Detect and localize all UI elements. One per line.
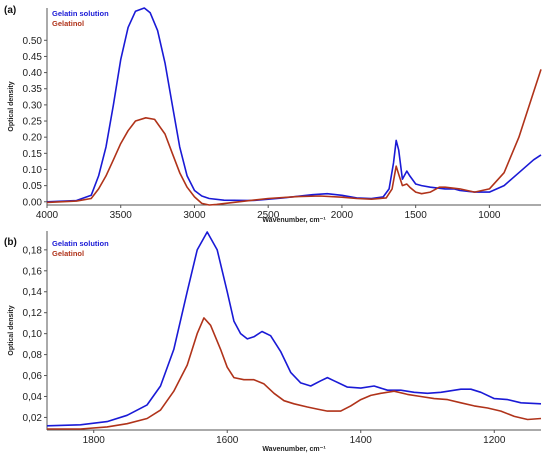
x-tick-label: 1400 bbox=[350, 435, 373, 446]
panel-label: (a) bbox=[4, 5, 16, 16]
y-tick-label: 0,04 bbox=[23, 392, 43, 403]
y-tick-label: 0.10 bbox=[23, 165, 43, 176]
panel-label: (b) bbox=[4, 237, 17, 248]
y-tick-label: 0.45 bbox=[23, 52, 43, 63]
series-line-gelatinol bbox=[47, 317, 542, 430]
y-tick-label: 0,02 bbox=[23, 413, 43, 424]
y-tick-label: 0.05 bbox=[23, 181, 43, 192]
y-tick-label: 0,16 bbox=[23, 266, 43, 277]
legend-entry-gelatin-solution: Gelatin solution bbox=[52, 9, 109, 18]
y-axis-title: Optical density bbox=[8, 305, 15, 355]
x-tick-label: 3500 bbox=[110, 210, 133, 221]
y-tick-label: 0,08 bbox=[23, 350, 43, 361]
y-tick-label: 0,06 bbox=[23, 371, 43, 382]
x-axis-title: Wavenumber, cm⁻¹ bbox=[262, 217, 326, 224]
y-tick-label: 0.00 bbox=[23, 197, 43, 208]
y-tick-label: 0.35 bbox=[23, 84, 43, 95]
y-tick-label: 0.50 bbox=[23, 36, 43, 47]
x-tick-label: 1200 bbox=[483, 435, 506, 446]
series-line-gelatinol bbox=[46, 69, 542, 206]
y-tick-label: 0,10 bbox=[23, 329, 43, 340]
x-tick-label: 2500 bbox=[257, 210, 280, 221]
y-tick-label: 0,18 bbox=[23, 245, 43, 256]
y-tick-label: 0.40 bbox=[23, 68, 43, 79]
y-tick-label: 0.25 bbox=[23, 117, 43, 128]
series-line-gelatin-solution bbox=[46, 231, 542, 427]
y-tick-label: 0.15 bbox=[23, 149, 43, 160]
x-tick-label: 1500 bbox=[405, 210, 428, 221]
y-tick-label: 0,14 bbox=[23, 287, 43, 298]
legend-entry-gelatinol: Gelatinol bbox=[52, 249, 84, 258]
y-axis-title: Optical density bbox=[8, 81, 15, 131]
y-tick-label: 0.30 bbox=[23, 100, 43, 111]
legend-entry-gelatinol: Gelatinol bbox=[52, 19, 84, 28]
series-line-gelatin-solution bbox=[46, 7, 542, 203]
x-tick-label: 1000 bbox=[478, 210, 501, 221]
x-tick-label: 1600 bbox=[216, 435, 239, 446]
x-tick-label: 4000 bbox=[36, 210, 59, 221]
legend-entry-gelatin-solution: Gelatin solution bbox=[52, 239, 109, 248]
x-tick-label: 1800 bbox=[83, 435, 106, 446]
x-tick-label: 3000 bbox=[183, 210, 206, 221]
y-tick-label: 0.20 bbox=[23, 133, 43, 144]
x-tick-label: 2000 bbox=[331, 210, 354, 221]
y-tick-label: 0,12 bbox=[23, 308, 43, 319]
x-axis-title: Wavenumber, cm⁻¹ bbox=[262, 446, 326, 453]
